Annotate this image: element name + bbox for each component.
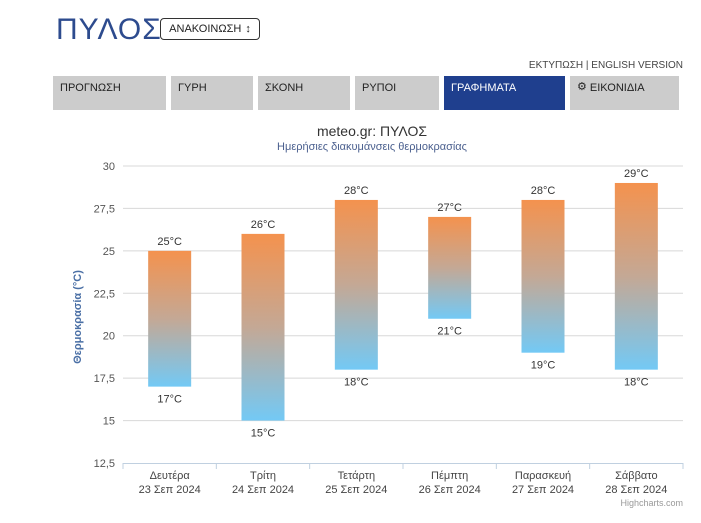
y-axis-label: Θερμοκρασία (°C) [72, 270, 84, 364]
chart-subtitle: Ημερήσιες διακυμάνσεις θερμοκρασίας [277, 141, 467, 153]
y-tick-label: 22,5 [94, 288, 115, 300]
y-tick-label: 30 [103, 161, 115, 173]
min-temp-label: 18°C [624, 377, 649, 389]
x-tick-day: Σάββατο [615, 470, 657, 482]
temperature-range-bar[interactable] [148, 250, 192, 387]
x-tick-date: 23 Σεπ 2024 [139, 484, 201, 496]
x-tick-day: Πέμπτη [431, 470, 468, 482]
min-temp-label: 15°C [251, 428, 276, 440]
y-tick-label: 12,5 [94, 458, 115, 470]
tab-label: ΓΥΡΗ [178, 82, 207, 94]
sort-arrow-icon: ↕ [245, 23, 251, 35]
temperature-range-bar[interactable] [521, 199, 565, 353]
link-separator: | [585, 60, 589, 71]
tab-label: ΕΙΚΟΝΙΔΙΑ [589, 82, 645, 94]
min-temp-label: 19°C [531, 360, 556, 372]
temperature-range-bar[interactable] [614, 182, 658, 370]
tab-icons[interactable]: ⚙ ΕΙΚΟΝΙΔΙΑ [570, 76, 679, 110]
x-tick-day: Τετάρτη [338, 470, 376, 482]
min-temp-label: 18°C [344, 377, 369, 389]
tab-label: ΣΚΟΝΗ [265, 82, 304, 94]
tab-pollutants[interactable]: ΡΥΠΟΙ [355, 76, 439, 110]
min-temp-label: 17°C [157, 394, 182, 406]
x-tick-day: Δευτέρα [150, 470, 191, 482]
print-link[interactable]: ΕΚΤΥΠΩΣΗ [528, 60, 584, 71]
max-temp-label: 26°C [251, 219, 276, 231]
y-tick-label: 25 [103, 246, 115, 258]
main-nav: ΠΡΟΓΝΩΣΗ ΓΥΡΗ ΣΚΟΝΗ ΡΥΠΟΙ ΓΡΑΦΗΜΑΤΑ ⚙ ΕΙ… [53, 76, 679, 110]
x-tick-date: 28 Σεπ 2024 [605, 484, 667, 496]
min-temp-label: 21°C [437, 326, 462, 338]
tab-label: ΓΡΑΦΗΜΑΤΑ [451, 82, 517, 94]
y-tick-label: 20 [103, 331, 115, 343]
x-tick-date: 24 Σεπ 2024 [232, 484, 294, 496]
page-title: ΠΥΛΟΣ [56, 13, 162, 46]
x-tick-date: 27 Σεπ 2024 [512, 484, 574, 496]
top-links: ΕΚΤΥΠΩΣΗ | ENGLISH VERSION [529, 60, 683, 71]
gear-icon: ⚙ [577, 81, 587, 93]
chart-svg: meteo.gr: ΠΥΛΟΣ Ημερήσιες διακυμάνσεις θ… [72, 123, 684, 508]
temperature-range-bar[interactable] [428, 216, 472, 319]
max-temp-label: 28°C [344, 185, 369, 197]
temperature-range-bar[interactable] [241, 233, 285, 421]
max-temp-label: 28°C [531, 185, 556, 197]
temperature-range-bar[interactable] [334, 199, 378, 370]
tab-pollen[interactable]: ΓΥΡΗ [171, 76, 253, 110]
temperature-chart: meteo.gr: ΠΥΛΟΣ Ημερήσιες διακυμάνσεις θ… [0, 115, 701, 518]
y-tick-label: 15 [103, 416, 115, 428]
english-version-link[interactable]: ENGLISH VERSION [591, 60, 683, 71]
tab-forecast[interactable]: ΠΡΟΓΝΩΣΗ [53, 76, 166, 110]
chart-title: meteo.gr: ΠΥΛΟΣ [317, 123, 427, 139]
y-tick-label: 27,5 [94, 203, 115, 215]
max-temp-label: 27°C [437, 202, 462, 214]
x-tick-date: 25 Σεπ 2024 [325, 484, 387, 496]
max-temp-label: 25°C [157, 236, 182, 248]
tab-label: ΡΥΠΟΙ [362, 82, 397, 94]
x-tick-day: Παρασκευή [515, 470, 571, 482]
tab-dust[interactable]: ΣΚΟΝΗ [258, 76, 350, 110]
x-tick-day: Τρίτη [250, 470, 276, 482]
max-temp-label: 29°C [624, 168, 649, 180]
announcement-label: ΑΝΑΚΟΙΝΩΣΗ [169, 23, 242, 35]
y-tick-label: 17,5 [94, 373, 115, 385]
tab-label: ΠΡΟΓΝΩΣΗ [60, 82, 121, 94]
x-tick-date: 26 Σεπ 2024 [419, 484, 481, 496]
highcharts-credit[interactable]: Highcharts.com [620, 498, 683, 508]
announcement-button[interactable]: ΑΝΑΚΟΙΝΩΣΗ ↕ [160, 18, 260, 40]
tab-charts[interactable]: ΓΡΑΦΗΜΑΤΑ [444, 76, 565, 110]
